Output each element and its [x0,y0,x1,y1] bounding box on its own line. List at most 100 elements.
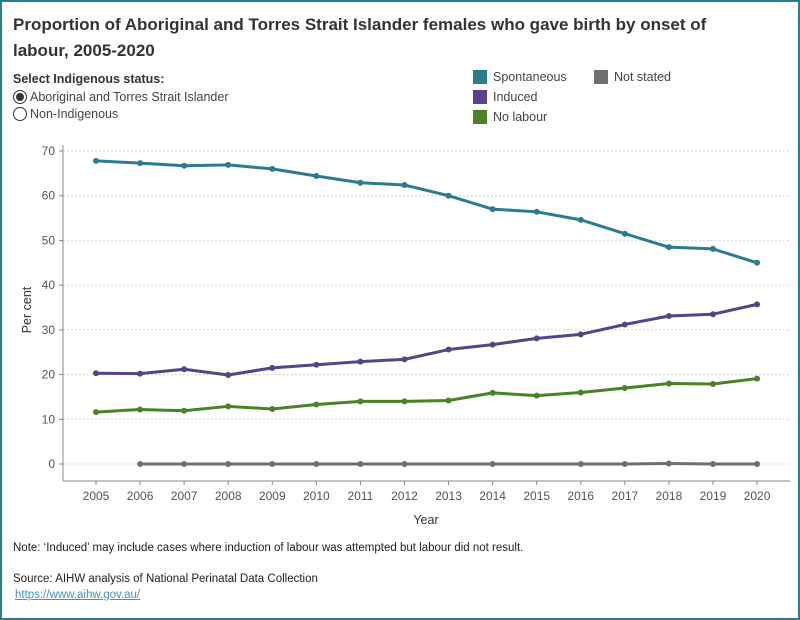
series-line-induced [95,302,758,377]
data-point-no-labour [269,406,276,413]
data-point-induced [621,321,628,328]
data-point-not-stated [621,461,628,467]
x-tick-label: 2014 [479,489,506,503]
data-point-spontaneous [357,179,364,186]
data-point-not-stated [357,461,364,467]
legend-item-not-stated[interactable]: Not stated [594,70,671,84]
data-point-induced [357,358,364,365]
data-point-induced [533,335,540,342]
x-tick-label: 2006 [127,489,154,503]
data-point-spontaneous [533,208,540,215]
data-point-induced [754,301,761,308]
x-tick-label: 2010 [303,489,330,503]
legend-swatch [473,70,487,84]
data-point-no-labour [313,401,320,408]
data-point-no-labour [709,380,716,387]
data-point-no-labour [621,384,628,391]
data-point-not-stated [313,461,320,467]
indigenous-status-filter: Select Indigenous status: Aboriginal and… [13,72,229,122]
data-point-spontaneous [269,165,276,172]
data-point-no-labour [489,389,496,396]
data-point-spontaneous [225,161,232,168]
legend-item-induced[interactable]: Induced [473,90,537,104]
legend-label: Not stated [614,70,671,84]
data-point-not-stated [577,461,584,467]
x-tick-label: 2009 [259,489,286,503]
data-point-no-labour [401,398,408,405]
data-point-not-stated [269,461,276,467]
y-tick-label: 60 [42,189,56,203]
data-point-induced [489,341,496,348]
x-tick-label: 2005 [83,489,110,503]
x-tick-label: 2017 [611,489,638,503]
x-tick-label: 2012 [391,489,418,503]
data-point-induced [709,311,716,318]
radio-selected-icon[interactable] [13,89,27,104]
radio-aboriginal[interactable]: Aboriginal and Torres Strait Islander [13,88,229,105]
data-point-induced [93,370,99,377]
data-point-spontaneous [313,173,320,180]
data-point-spontaneous [401,181,408,188]
data-point-no-labour [577,389,584,396]
data-point-induced [665,312,672,319]
x-tick-label: 2018 [656,489,683,503]
legend-label: Induced [493,90,538,104]
x-tick-label: 2015 [523,489,550,503]
radio-label: Aboriginal and Torres Strait Islander [30,89,229,104]
data-point-not-stated [754,461,761,467]
data-point-spontaneous [93,157,99,164]
legend-label: Spontaneous [493,70,567,84]
x-tick-label: 2011 [348,489,374,503]
data-point-no-labour [225,403,232,410]
series-line-no-labour [95,377,758,414]
data-point-induced [577,331,584,338]
legend-item-no-labour[interactable]: No labour [473,110,547,124]
data-point-spontaneous [137,160,144,167]
legend-swatch [473,90,487,104]
data-point-spontaneous [489,206,496,213]
data-point-no-labour [93,409,99,416]
x-tick-label: 2013 [435,489,462,503]
data-point-no-labour [181,407,188,414]
data-point-no-labour [754,375,761,382]
data-point-no-labour [445,397,452,404]
data-point-induced [313,361,320,368]
data-point-no-labour [357,398,364,405]
data-point-induced [225,372,232,379]
data-point-not-stated [225,461,232,467]
chart-title: Proportion of Aboriginal and Torres Stra… [13,15,707,60]
legend-swatch [594,70,608,84]
legend-label: No labour [493,110,548,124]
legend-item-spontaneous[interactable]: Spontaneous [473,70,567,84]
x-tick-label: 2008 [215,489,242,503]
x-tick-label: 2016 [567,489,594,503]
data-point-induced [445,346,452,353]
data-point-no-labour [533,392,540,399]
data-point-not-stated [137,461,144,467]
y-tick-label: 20 [42,368,56,382]
data-point-induced [401,356,408,363]
data-point-spontaneous [621,230,628,237]
data-point-not-stated [401,461,408,467]
series-line-spontaneous [95,159,758,265]
y-tick-label: 70 [42,144,56,158]
data-point-spontaneous [754,259,761,266]
y-tick-label: 30 [42,323,56,337]
x-tick-label: 2007 [171,489,198,503]
data-point-not-stated [489,461,496,467]
radio-unselected-icon[interactable] [13,106,27,121]
y-tick-label: 0 [48,457,55,471]
x-tick-label: 2020 [744,489,771,503]
data-point-spontaneous [577,216,584,223]
data-point-spontaneous [709,245,716,252]
data-point-spontaneous [181,162,188,169]
data-point-spontaneous [665,244,672,251]
source-link[interactable]: https://www.aihw.gov.au/ [15,589,141,601]
note-text: Note: ‘Induced’ may include cases where … [13,542,524,554]
filter-label: Select Indigenous status: [13,72,165,86]
radio-non-indigenous[interactable]: Non-Indigenous [13,105,229,122]
data-point-induced [269,364,276,371]
data-point-induced [181,366,188,373]
